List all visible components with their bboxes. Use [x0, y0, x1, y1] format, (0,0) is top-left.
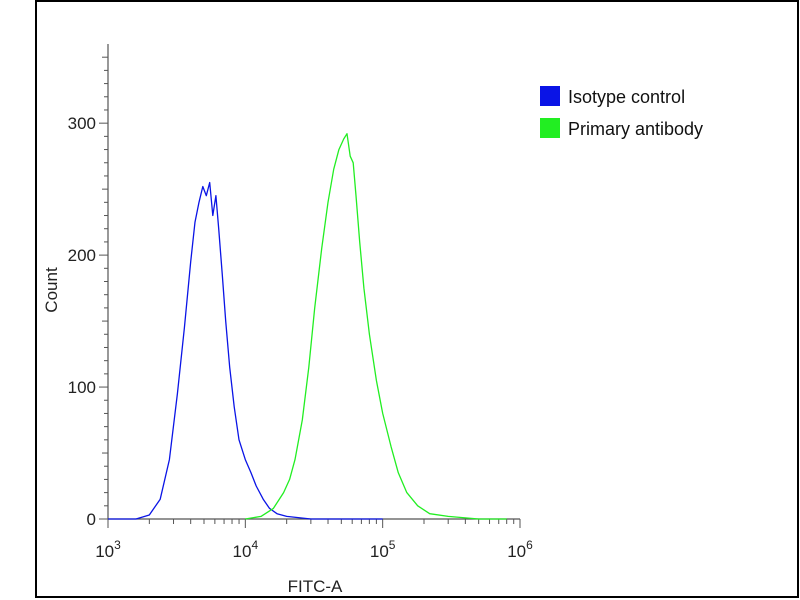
- x-tick-label: 103: [95, 538, 121, 561]
- x-tick-label: 104: [233, 538, 259, 561]
- series-line-primary-antibody: [245, 133, 507, 520]
- x-axis-title: FITC-A: [288, 577, 343, 596]
- x-tick-label: 105: [370, 538, 396, 561]
- y-tick-label: 0: [87, 510, 96, 529]
- legend: Isotype control Primary antibody: [540, 86, 703, 139]
- x-tick-label: 106: [507, 538, 533, 561]
- y-tick-label: 200: [68, 246, 96, 265]
- axes: [107, 44, 520, 520]
- legend-swatch-isotype: [540, 86, 560, 106]
- y-tick-label: 100: [68, 378, 96, 397]
- legend-label-primary: Primary antibody: [568, 119, 703, 139]
- y-axis-title: Count: [42, 267, 61, 313]
- chart-frame: [35, 0, 799, 598]
- plot-series: [108, 133, 507, 520]
- x-axis-ticks: 103 104 105 106: [95, 519, 533, 561]
- legend-swatch-primary: [540, 118, 560, 138]
- y-axis-ticks: 0 100 200 300: [68, 56, 108, 529]
- legend-label-isotype: Isotype control: [568, 87, 685, 107]
- series-line-isotype-control: [108, 181, 383, 520]
- y-tick-label: 300: [68, 114, 96, 133]
